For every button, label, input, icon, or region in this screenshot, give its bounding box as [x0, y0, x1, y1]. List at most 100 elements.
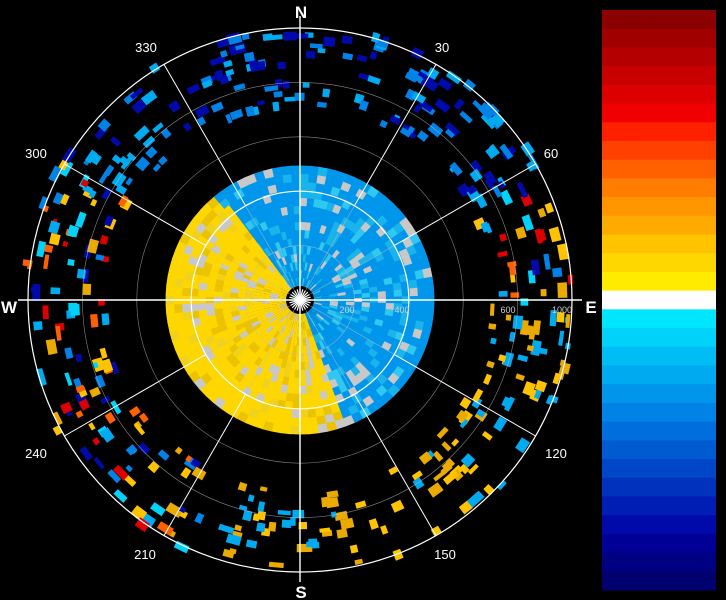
echo-cell: [237, 301, 247, 307]
echo-cell: [295, 313, 299, 323]
echo-cell: [426, 67, 440, 80]
echo-cell: [156, 521, 174, 536]
echo-cell: [370, 209, 383, 222]
echo-cell: [308, 424, 319, 435]
echo-cell: [522, 381, 536, 397]
echo-cell: [339, 320, 349, 328]
echo-cell: [286, 280, 293, 289]
echo-cell: [307, 416, 318, 427]
echo-cell: [467, 463, 479, 475]
echo-cell: [411, 91, 427, 104]
colorbar-label: 1.33m/s: [608, 258, 648, 270]
echo-cell: [458, 500, 473, 515]
echo-cell: [346, 323, 357, 332]
echo-cell: [342, 330, 352, 339]
echo-cell: [244, 414, 257, 427]
echo-cell: [216, 318, 226, 327]
echo-cell: [459, 396, 472, 410]
echo-cell: [262, 421, 274, 432]
echo-cell: [264, 256, 273, 266]
echo-cell: [253, 418, 266, 430]
echo-cell: [210, 101, 224, 113]
echo-cell: [287, 238, 293, 248]
echo-cell: [256, 279, 266, 286]
echo-cell: [292, 313, 297, 322]
colorbar-swatch: [602, 421, 716, 441]
echo-cell: [290, 417, 300, 427]
echo-cell: [199, 274, 209, 284]
echo-cell: [296, 345, 300, 355]
azimuth-spoke: [393, 163, 536, 247]
echo-cell: [304, 261, 309, 271]
echo-cell: [374, 273, 384, 282]
echo-cell: [291, 173, 301, 183]
echo-cell: [254, 267, 264, 275]
echo-cell: [306, 393, 315, 403]
echo-cell: [321, 292, 331, 297]
echo-cell: [135, 156, 150, 172]
echo-cell: [432, 450, 444, 462]
echo-cell: [299, 409, 309, 419]
echo-cell: [359, 278, 369, 286]
echo-cell: [357, 335, 368, 345]
echo-cell: [342, 341, 353, 351]
echo-cell: [324, 278, 334, 286]
echo-cell: [265, 313, 274, 320]
echo-cell: [484, 102, 496, 114]
echo-cell: [92, 437, 101, 446]
echo-cell: [284, 344, 291, 354]
echo-cell: [256, 264, 266, 273]
echo-cell: [99, 427, 115, 443]
echo-cell: [320, 260, 328, 270]
echo-cell: [318, 340, 326, 350]
echo-cell: [272, 330, 280, 340]
echo-cell: [320, 320, 329, 328]
echo-cell: [287, 271, 293, 280]
echo-cell: [292, 509, 305, 519]
echo-cell: [185, 263, 196, 274]
echo-cell: [281, 343, 288, 353]
echo-cell: [225, 270, 236, 279]
echo-cell: [353, 305, 363, 312]
echo-cell: [334, 279, 344, 286]
echo-cell: [101, 313, 110, 326]
echo-cell: [283, 31, 297, 41]
echo-cell: [320, 290, 330, 295]
echo-cell: [411, 470, 423, 481]
echo-cell: [171, 338, 184, 351]
echo-cell: [245, 105, 255, 117]
azimuth-spoke: [163, 64, 247, 207]
echo-cell: [82, 283, 92, 295]
echo-cell: [343, 173, 356, 186]
echo-cell: [360, 330, 371, 340]
echo-cell: [350, 233, 361, 245]
echo-cell: [422, 321, 433, 333]
echo-cell: [197, 288, 207, 297]
echo-cell: [213, 290, 223, 298]
echo-cell: [353, 327, 364, 336]
echo-cell: [317, 268, 325, 278]
echo-cell: [372, 324, 383, 333]
echo-cell: [173, 286, 183, 296]
echo-cell: [241, 346, 252, 357]
echo-cell: [194, 512, 205, 524]
echo-cell: [254, 309, 264, 315]
echo-cell: [221, 286, 232, 293]
echo-cell: [285, 360, 292, 370]
echo-cell: [238, 309, 248, 316]
echo-cell: [367, 75, 381, 85]
colorbar-swatch: [602, 552, 716, 572]
echo-cell: [279, 290, 288, 295]
echo-cell: [384, 283, 394, 292]
echo-cell: [309, 368, 317, 378]
echo-cell: [75, 353, 83, 363]
echo-cell: [287, 320, 293, 329]
echo-cell: [174, 446, 183, 455]
echo-cell: [303, 278, 308, 287]
echo-cell: [315, 248, 323, 258]
echo-cell: [330, 511, 337, 518]
echo-cell: [460, 453, 476, 468]
echo-cell: [312, 290, 321, 295]
echo-cell: [485, 147, 497, 160]
echo-cell: [340, 517, 355, 530]
